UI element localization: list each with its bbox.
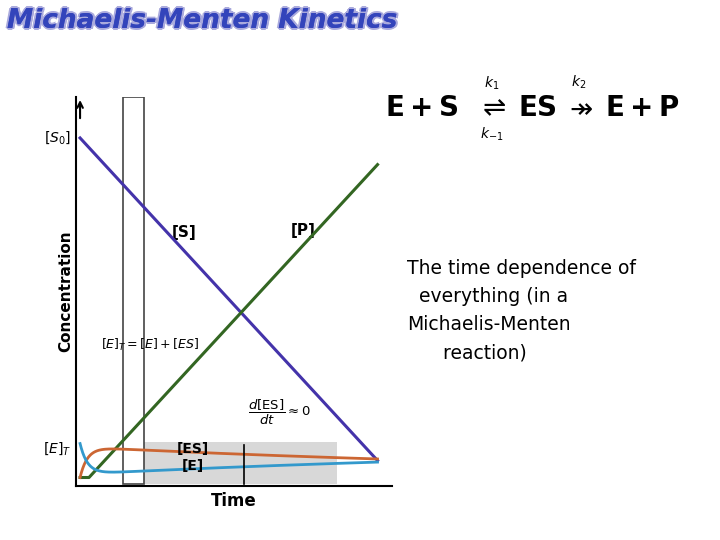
Text: $\mathbf{E + S}$: $\mathbf{E + S}$	[385, 94, 458, 122]
Text: The time dependence of
  everything (in a
Michaelis-Menten
      reaction): The time dependence of everything (in a …	[407, 259, 636, 362]
Bar	[123, 97, 144, 484]
Text: $\twoheadrightarrow$: $\twoheadrightarrow$	[564, 94, 593, 122]
X-axis label: Time: Time	[211, 491, 257, 510]
Y-axis label: Concentration: Concentration	[58, 231, 73, 353]
Text: [P]: [P]	[291, 223, 315, 238]
Text: $k_{-1}$: $k_{-1}$	[480, 125, 503, 143]
Text: Michaelis-Menten Kinetics: Michaelis-Menten Kinetics	[9, 7, 399, 33]
Text: [S]: [S]	[172, 225, 197, 240]
Text: Michaelis-Menten Kinetics: Michaelis-Menten Kinetics	[6, 7, 396, 33]
Bar	[123, 442, 338, 484]
Text: $\dfrac{d[\mathrm{ES}]}{dt} \approx 0$: $\dfrac{d[\mathrm{ES}]}{dt} \approx 0$	[248, 397, 311, 427]
Text: [E]: [E]	[182, 459, 204, 473]
Text: Michaelis-Menten Kinetics: Michaelis-Menten Kinetics	[6, 9, 396, 35]
Text: $\rightleftharpoons$: $\rightleftharpoons$	[477, 94, 506, 122]
Text: $\mathbf{E + P}$: $\mathbf{E + P}$	[605, 94, 679, 122]
Text: Michaelis-Menten Kinetics: Michaelis-Menten Kinetics	[7, 8, 397, 34]
Text: Michaelis-Menten Kinetics: Michaelis-Menten Kinetics	[7, 8, 397, 34]
Text: Michaelis-Menten Kinetics: Michaelis-Menten Kinetics	[9, 9, 399, 35]
Text: $k_1$: $k_1$	[484, 75, 500, 92]
Text: Michaelis-Menten Kinetics: Michaelis-Menten Kinetics	[9, 8, 400, 34]
Text: $[E]_T = [E] + [ES]$: $[E]_T = [E] + [ES]$	[101, 336, 199, 353]
Text: $\mathbf{ES}$: $\mathbf{ES}$	[518, 94, 557, 122]
Text: $[S_0]$: $[S_0]$	[44, 130, 71, 146]
Text: Michaelis-Menten Kinetics: Michaelis-Menten Kinetics	[5, 8, 395, 34]
Text: $[E]_T$: $[E]_T$	[42, 440, 71, 457]
Text: Michaelis-Menten Kinetics: Michaelis-Menten Kinetics	[7, 6, 397, 32]
Text: [ES]: [ES]	[177, 442, 210, 456]
Text: Michaelis-Menten Kinetics: Michaelis-Menten Kinetics	[7, 10, 397, 36]
Text: $k_2$: $k_2$	[570, 73, 586, 91]
